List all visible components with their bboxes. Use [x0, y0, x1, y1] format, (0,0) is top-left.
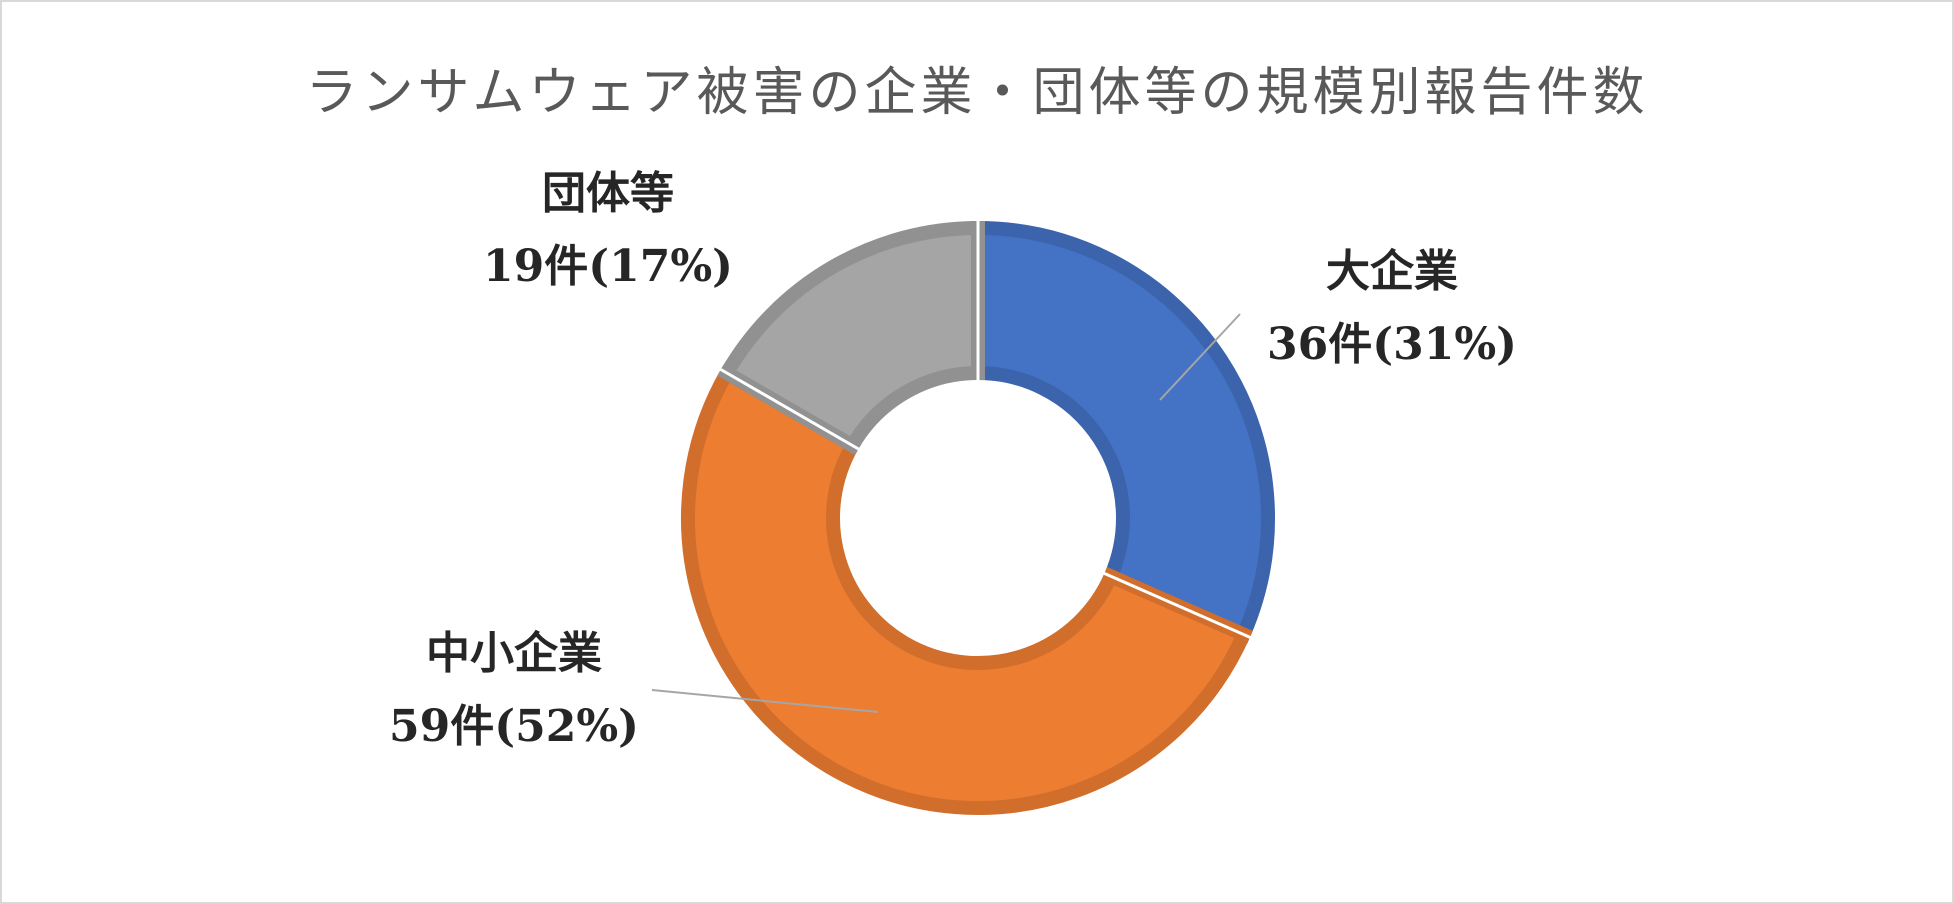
category-label-organizations: 団体等: [542, 168, 674, 219]
slice-sme: [680, 363, 1253, 816]
data-label-sme: 中小企業 59件(52%): [384, 618, 644, 763]
chart-title: ランサムウェア被害の企業・団体等の規模別報告件数: [305, 63, 1649, 123]
value-label-organizations: 19件(17%): [483, 240, 733, 292]
value-label-large-enterprise: 36件(31%): [1267, 318, 1517, 370]
data-label-large-enterprise: 大企業 36件(31%): [1262, 236, 1522, 381]
data-label-organizations: 団体等 19件(17%): [478, 158, 738, 303]
slice-large-enterprise: [971, 220, 1275, 644]
leader-line-large-enterprise: [1159, 313, 1241, 401]
category-label-sme: 中小企業: [426, 628, 602, 679]
slice-separator: [1102, 571, 1252, 640]
category-label-large-enterprise: 大企業: [1326, 246, 1458, 297]
slice-organizations: [717, 220, 985, 456]
value-label-sme: 59件(52%): [389, 700, 639, 752]
slice-separator: [719, 367, 861, 451]
leader-line-sme: [651, 689, 879, 713]
